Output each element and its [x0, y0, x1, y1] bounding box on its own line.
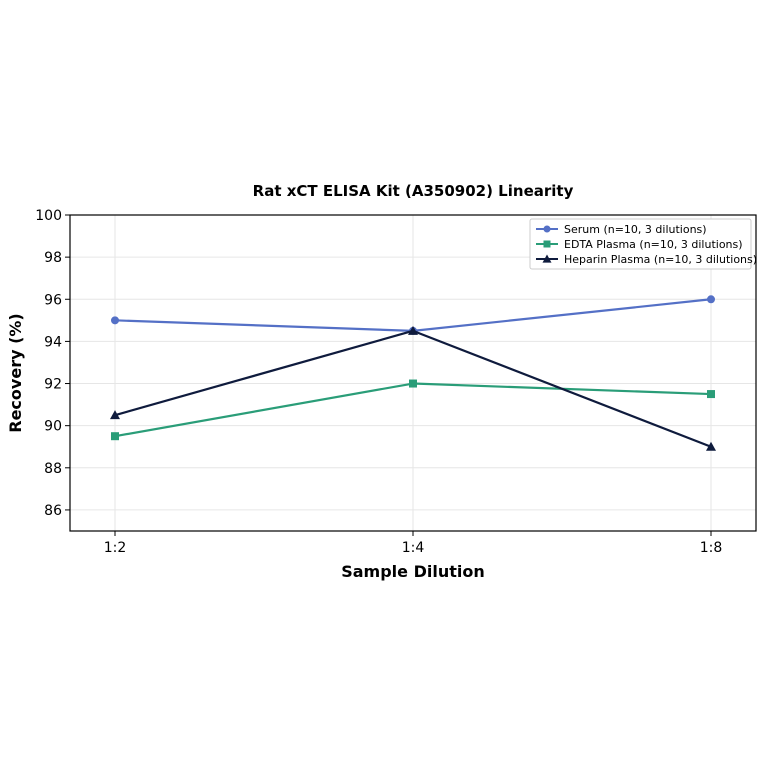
y-axis-label: Recovery (%): [6, 313, 25, 432]
x-axis: 1:2 1:4 1:8: [104, 531, 723, 556]
legend-item: Serum (n=10, 3 dilutions): [536, 223, 707, 236]
y-tick-label: 88: [44, 461, 62, 477]
data-point: [110, 410, 120, 420]
data-point: [706, 441, 716, 451]
x-tick-label: 1:8: [700, 540, 723, 556]
legend-item: Heparin Plasma (n=10, 3 dilutions): [536, 253, 757, 266]
y-tick-label: 98: [44, 250, 62, 266]
y-tick-label: 94: [44, 334, 62, 350]
series-line: [110, 325, 716, 451]
data-point: [409, 379, 417, 388]
y-tick-label: 92: [44, 377, 62, 393]
data-point: [111, 316, 119, 325]
x-axis-label: Sample Dilution: [341, 562, 485, 581]
series-group: [110, 295, 716, 451]
x-tick-label: 1:4: [402, 540, 425, 556]
y-tick-label: 96: [44, 292, 62, 308]
data-point: [707, 390, 715, 399]
legend-label: Heparin Plasma (n=10, 3 dilutions): [564, 253, 757, 266]
chart-title: Rat xCT ELISA Kit (A350902) Linearity: [253, 182, 574, 200]
series-line: [111, 379, 715, 441]
legend-box: [529, 218, 752, 270]
y-tick-label: 100: [35, 208, 62, 224]
data-point: [707, 295, 715, 304]
data-point: [543, 240, 551, 248]
data-point: [408, 325, 418, 335]
y-axis: 86 88 90 92 94 96 98 100: [35, 208, 70, 519]
legend-label: EDTA Plasma (n=10, 3 dilutions): [564, 238, 743, 251]
data-point: [111, 432, 119, 441]
legend-label: Serum (n=10, 3 dilutions): [564, 223, 707, 236]
data-point: [543, 225, 551, 233]
y-tick-label: 90: [44, 419, 62, 435]
y-tick-label: 86: [44, 503, 62, 519]
x-tick-label: 1:2: [104, 540, 127, 556]
legend: Serum (n=10, 3 dilutions) EDTA Plasma (n=…: [529, 218, 757, 270]
legend-item: EDTA Plasma (n=10, 3 dilutions): [536, 238, 743, 251]
data-point: [542, 254, 552, 263]
